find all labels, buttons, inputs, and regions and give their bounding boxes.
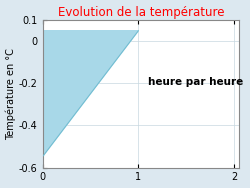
Y-axis label: Température en °C: Température en °C <box>6 48 16 140</box>
Text: heure par heure: heure par heure <box>148 77 243 87</box>
Title: Evolution de la température: Evolution de la température <box>58 6 224 19</box>
Polygon shape <box>42 31 138 157</box>
